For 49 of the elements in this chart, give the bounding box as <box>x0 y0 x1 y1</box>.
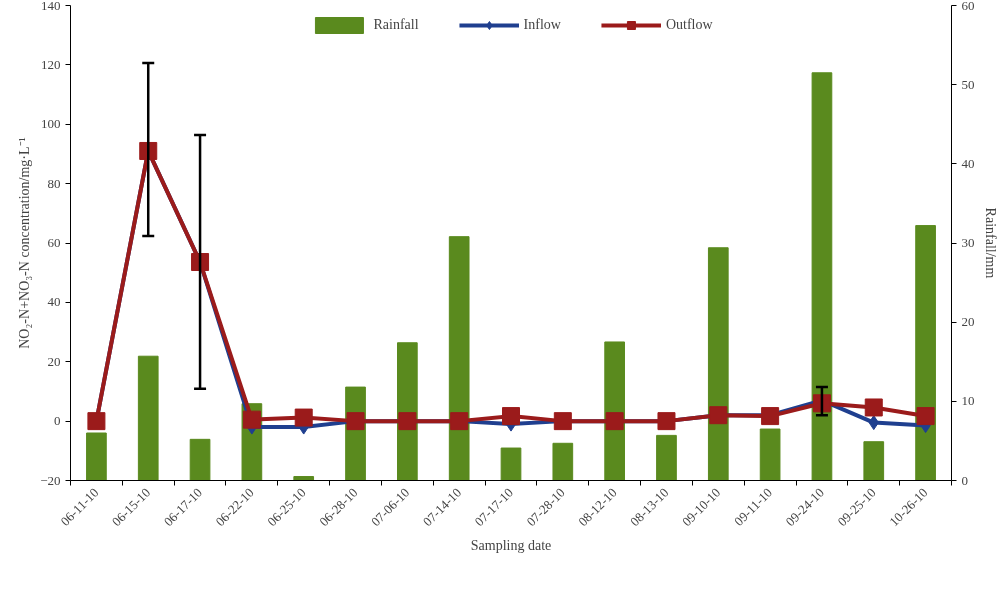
point <box>761 407 780 426</box>
point <box>605 412 624 431</box>
y2-tick-label: 40 <box>961 155 975 171</box>
legend-label: Inflow <box>523 17 561 33</box>
y-tick-label: 120 <box>41 56 61 72</box>
point <box>553 412 572 431</box>
bar <box>811 72 833 481</box>
y-tick-label: 20 <box>47 353 61 369</box>
y-tick-label: 140 <box>41 0 61 13</box>
bar <box>863 441 885 481</box>
y-tick-label: 60 <box>47 235 61 250</box>
legend-label: Outflow <box>665 17 713 33</box>
y2-tick-label: 0 <box>961 472 968 488</box>
point <box>864 398 883 417</box>
point <box>916 407 935 426</box>
point <box>346 412 365 431</box>
point <box>242 410 261 429</box>
y-tick-label: 80 <box>47 175 61 191</box>
point <box>398 412 417 431</box>
bar <box>915 225 936 481</box>
y-tick-label: 0 <box>54 413 61 429</box>
point <box>294 408 313 427</box>
point <box>657 412 676 431</box>
point <box>450 412 469 431</box>
y-axis-title: NO₂-N+NO₃-N concentration/mg·L⁻¹ <box>17 137 33 349</box>
bar <box>189 438 211 481</box>
y2-tick-label: 30 <box>961 235 975 250</box>
point <box>502 407 520 426</box>
point <box>87 412 106 431</box>
x-axis-title: Sampling date <box>470 537 552 553</box>
legend-label: Rainfall <box>373 17 419 33</box>
bar <box>656 434 677 481</box>
bar <box>137 355 159 481</box>
y2-tick-label: 60 <box>961 0 975 13</box>
bar <box>552 442 574 481</box>
y-tick-label: 100 <box>41 116 61 132</box>
bar <box>86 432 107 481</box>
y2-tick-label: 20 <box>961 314 975 330</box>
bar <box>759 428 781 481</box>
y-tick-label: 40 <box>47 294 61 310</box>
bar <box>500 447 522 481</box>
y2-tick-label: 50 <box>961 76 975 92</box>
bar <box>293 476 315 481</box>
y2-tick-label: 10 <box>961 393 975 409</box>
point <box>709 406 728 425</box>
y-tick-label: −20 <box>40 472 61 488</box>
bar <box>448 236 470 481</box>
bar <box>707 247 729 481</box>
y2-axis-title: Rainfall/mm <box>982 207 998 279</box>
